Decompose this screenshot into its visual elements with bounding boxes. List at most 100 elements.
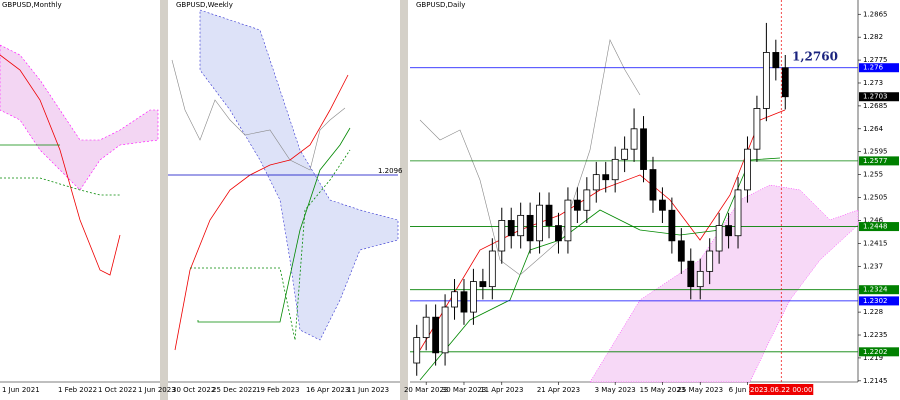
y-tick-label: 1.264 (863, 125, 884, 133)
candle-body (621, 148, 629, 160)
x-tick-label: 15 May 2023 (640, 386, 686, 394)
ichimoku-cloud (589, 184, 859, 383)
y-tick-label: 1.2145 (863, 377, 888, 385)
splitter (400, 0, 408, 400)
candle-body (507, 220, 515, 237)
price-tag: 1.2577 (863, 157, 888, 165)
y-tick-label: 1.2865 (863, 10, 888, 18)
y-tick-label: 1.228 (863, 308, 883, 316)
y-tick-label: 1.2775 (863, 56, 888, 64)
x-tick-label: 6 Jun 2023 (729, 386, 767, 394)
x-tick-label: 19 Feb 2023 (256, 386, 300, 394)
y-tick-label: 1.246 (863, 216, 884, 224)
candle-body (583, 189, 591, 211)
indicator-line (419, 157, 781, 381)
x-tick-label: 25 Dec 2022 (212, 386, 257, 394)
y-tick-label: 1.2685 (863, 102, 888, 110)
candle-body (460, 291, 468, 313)
level-annotation: 1,2760 (792, 50, 838, 64)
indicator-line (419, 39, 641, 276)
panel-title: GBPUSD,Daily (416, 1, 465, 9)
candle-body (696, 270, 704, 288)
current-price: 1.2703 (863, 93, 888, 101)
candle-body (413, 337, 421, 364)
candle-body (517, 214, 525, 237)
candle-body (659, 199, 666, 211)
y-tick-label: 1.282 (863, 33, 883, 41)
x-tick-label: 21 Apr 2023 (537, 386, 580, 394)
candle-body (725, 225, 732, 237)
splitter (160, 0, 168, 400)
y-tick-label: 1.237 (863, 262, 883, 270)
cursor-label: 2023.06.22 00:00 (750, 386, 812, 394)
candle-body (744, 148, 751, 191)
candle-body (432, 316, 440, 354)
candle-body (602, 174, 610, 181)
cursor-label-bg (749, 384, 814, 395)
indicator-line (419, 109, 786, 351)
candle-body (781, 67, 789, 98)
candle-body (687, 260, 695, 288)
y-tick-label: 1.2595 (863, 148, 888, 156)
candle-body (536, 204, 543, 242)
candle-body (564, 199, 572, 242)
y-tick-label: 1.219 (863, 354, 883, 362)
monthly-indicators (0, 44, 159, 276)
x-tick-label: 25 May 2023 (677, 386, 723, 394)
x-tick-label: 1 Feb 2022 (58, 386, 97, 394)
weekly-indicators (168, 9, 399, 351)
candle-body (573, 199, 581, 211)
price-tag-bg (859, 222, 899, 232)
candle-body (715, 225, 723, 252)
x-tick-label: 16 Apr 2023 (306, 386, 349, 394)
candle-body (479, 281, 487, 288)
y-tick-label: 1.255 (863, 171, 883, 179)
price-tag: 1.2202 (863, 348, 888, 356)
x-tick-label: 1 Oct 2022 (98, 386, 137, 394)
current-price-bg (859, 92, 899, 102)
x-tick-label: 1 Jun 2021 (2, 386, 40, 394)
candle-body (498, 220, 506, 252)
x-tick-label: 3 May 2023 (595, 386, 636, 394)
candle-body (772, 52, 780, 69)
x-tick-label: 1 Jun 2023 (138, 386, 176, 394)
candle-body (753, 108, 761, 150)
price-tag: 1.276 (863, 64, 884, 72)
candle-body (526, 214, 534, 242)
candle-body (441, 306, 449, 354)
candle-body (734, 189, 742, 237)
x-tick-label: 11 Apr 2023 (480, 386, 523, 394)
candle-body (706, 250, 714, 272)
candle-body (668, 209, 676, 242)
y-tick-label: 1.2415 (863, 239, 888, 247)
price-tag-bg (859, 156, 899, 166)
price-tag: 1.2096 (378, 167, 403, 175)
candle-body (555, 225, 562, 242)
price-tag: 1.2324 (863, 286, 888, 294)
candle-body (640, 128, 647, 170)
y-tick-label: 1.2505 (863, 194, 888, 202)
candle-body (630, 128, 638, 150)
candle-body (422, 316, 430, 338)
candle-body (762, 52, 770, 109)
candle-body (488, 250, 496, 288)
candle-body (677, 240, 685, 262)
candle-body (649, 169, 657, 201)
panel-title: GBPUSD,Monthly (2, 1, 62, 9)
panel-title: GBPUSD,Weekly (176, 1, 233, 9)
y-tick-label: 1.273 (863, 79, 883, 87)
price-tag-bg (859, 347, 899, 357)
x-tick-label: 30 Oct 2022 (172, 386, 215, 394)
candle-body (451, 291, 458, 308)
price-tag-bg (859, 285, 899, 295)
x-tick-label: 11 Jun 2023 (347, 386, 389, 394)
candle-body (470, 281, 477, 313)
candle-body (611, 158, 619, 181)
candle-body (545, 204, 553, 226)
price-tag-bg (859, 63, 899, 73)
price-tag: 1.2448 (863, 223, 888, 231)
y-tick-label: 1.2235 (863, 331, 888, 339)
price-tag-bg (859, 296, 899, 306)
price-tag: 1.2302 (863, 297, 888, 305)
